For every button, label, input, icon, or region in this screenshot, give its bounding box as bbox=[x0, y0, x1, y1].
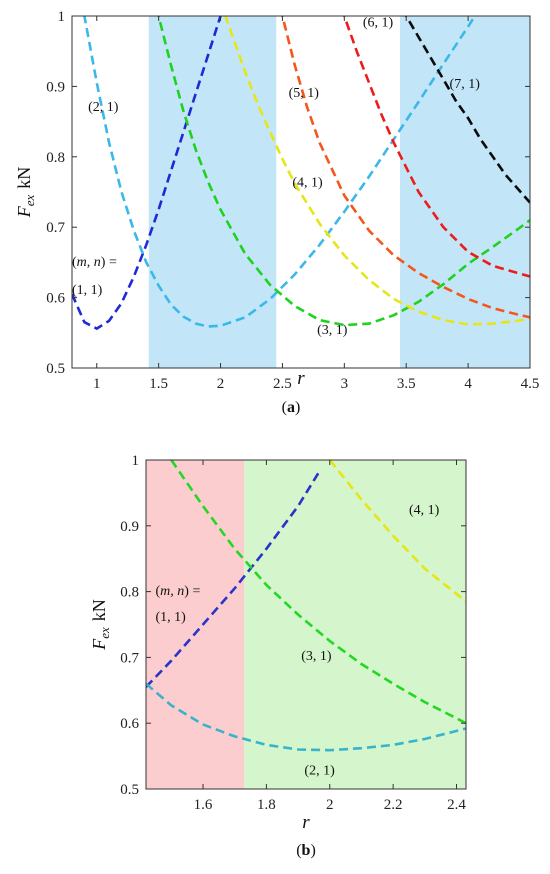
x-tick-label: 2.2 bbox=[384, 797, 403, 813]
y-tick-label: 1 bbox=[58, 9, 66, 25]
y-tick-label: 0.9 bbox=[46, 79, 65, 95]
x-tick-label: 1 bbox=[93, 376, 101, 392]
y-label-unit: kN bbox=[89, 599, 109, 621]
series-line-2-1 bbox=[146, 682, 466, 752]
curve-annotation: (6, 1) bbox=[363, 16, 394, 31]
curve-annotation: (3, 1) bbox=[317, 323, 348, 338]
y-tick-label: 0.8 bbox=[46, 150, 65, 166]
series-line-6-1 bbox=[342, 16, 530, 278]
y-label-unit: kN bbox=[14, 167, 34, 189]
x-tick-label: 2 bbox=[217, 376, 225, 392]
curve-annotation: (3, 1) bbox=[301, 649, 332, 664]
shaded-band-2 bbox=[400, 16, 530, 368]
curve-annotation: (m, n) = bbox=[156, 584, 201, 599]
y-tick-label: 0.6 bbox=[46, 291, 65, 307]
shaded-band-2 bbox=[244, 460, 466, 789]
x-tick-label: 1.8 bbox=[257, 797, 276, 813]
curve-annotation: (1, 1) bbox=[156, 610, 187, 625]
y-axis-label: Fex kN bbox=[14, 167, 37, 219]
x-tick-label: 1.6 bbox=[194, 797, 213, 813]
x-tick-label: 3.5 bbox=[397, 376, 416, 392]
series-group bbox=[146, 460, 466, 752]
series-line-3-1 bbox=[157, 16, 530, 327]
x-axis-label: r bbox=[297, 368, 305, 389]
series-line-2-1 bbox=[83, 16, 477, 328]
x-tick-label: 4 bbox=[464, 376, 472, 392]
x-axis-label: r bbox=[302, 812, 310, 833]
curve-annotation: (m, n) = bbox=[72, 255, 117, 270]
y-tick-label: 0.6 bbox=[120, 716, 139, 732]
panel-caption: (a) bbox=[282, 399, 301, 416]
curve-annotation: (5, 1) bbox=[289, 86, 320, 101]
series-line-3-1 bbox=[170, 460, 466, 725]
x-tick-label: 3 bbox=[341, 376, 349, 392]
plot-frame bbox=[145, 459, 467, 790]
x-tick-label: 1.5 bbox=[149, 376, 168, 392]
y-tick-label: 0.7 bbox=[120, 650, 139, 666]
curve-annotation: (4, 1) bbox=[292, 175, 323, 190]
series-line-4-1 bbox=[224, 16, 530, 326]
y-tick-label: 1 bbox=[132, 453, 140, 469]
curve-annotation: (1, 1) bbox=[72, 283, 103, 298]
panel-caption: (b) bbox=[296, 842, 316, 859]
y-label-subscript: ex bbox=[97, 627, 112, 639]
curve-annotation: (7, 1) bbox=[450, 77, 481, 92]
series-line-5-1 bbox=[281, 16, 530, 319]
y-tick-label: 0.8 bbox=[120, 585, 139, 601]
chart-panel-a: 1 1.5 2 2.5 3 3.5 4 4.5 0.5 0.6 0.7 0.8 0.9 1 Fex kN r (2… bbox=[14, 9, 540, 416]
y-tick-label: 0.5 bbox=[120, 782, 139, 798]
curve-annotation: (4, 1) bbox=[409, 503, 440, 518]
x-tick-label: 2 bbox=[326, 797, 334, 813]
shaded-band-1 bbox=[146, 460, 245, 789]
y-label-subscript: ex bbox=[22, 195, 37, 207]
curve-annotation: (2, 1) bbox=[88, 100, 119, 115]
x-tick-label: 2.5 bbox=[273, 376, 292, 392]
plot-frame bbox=[71, 15, 531, 369]
series-line-4-1 bbox=[328, 460, 466, 603]
series-line-7-1 bbox=[404, 16, 530, 204]
y-tick-label: 0.7 bbox=[46, 220, 65, 236]
series-group bbox=[72, 16, 530, 331]
x-tick-label: 4.5 bbox=[521, 376, 540, 392]
y-label-symbol: F bbox=[14, 205, 34, 218]
y-tick-label: 0.5 bbox=[46, 361, 65, 377]
chart-panel-b: 1.6 1.8 2 2.2 2.4 0.5 0.6 0.7 0.8 0.9 1 Fex kN r (4, 1… bbox=[89, 453, 467, 859]
curve-annotation: (2, 1) bbox=[304, 764, 335, 779]
series-line-1-1 bbox=[72, 16, 222, 331]
series-line-1-1 bbox=[146, 469, 322, 688]
y-axis-label: Fex kN bbox=[89, 599, 112, 651]
x-tick-label: 2.4 bbox=[447, 797, 466, 813]
y-tick-label: 0.9 bbox=[120, 519, 139, 535]
y-label-symbol: F bbox=[89, 638, 109, 651]
shaded-band-1 bbox=[148, 16, 277, 368]
